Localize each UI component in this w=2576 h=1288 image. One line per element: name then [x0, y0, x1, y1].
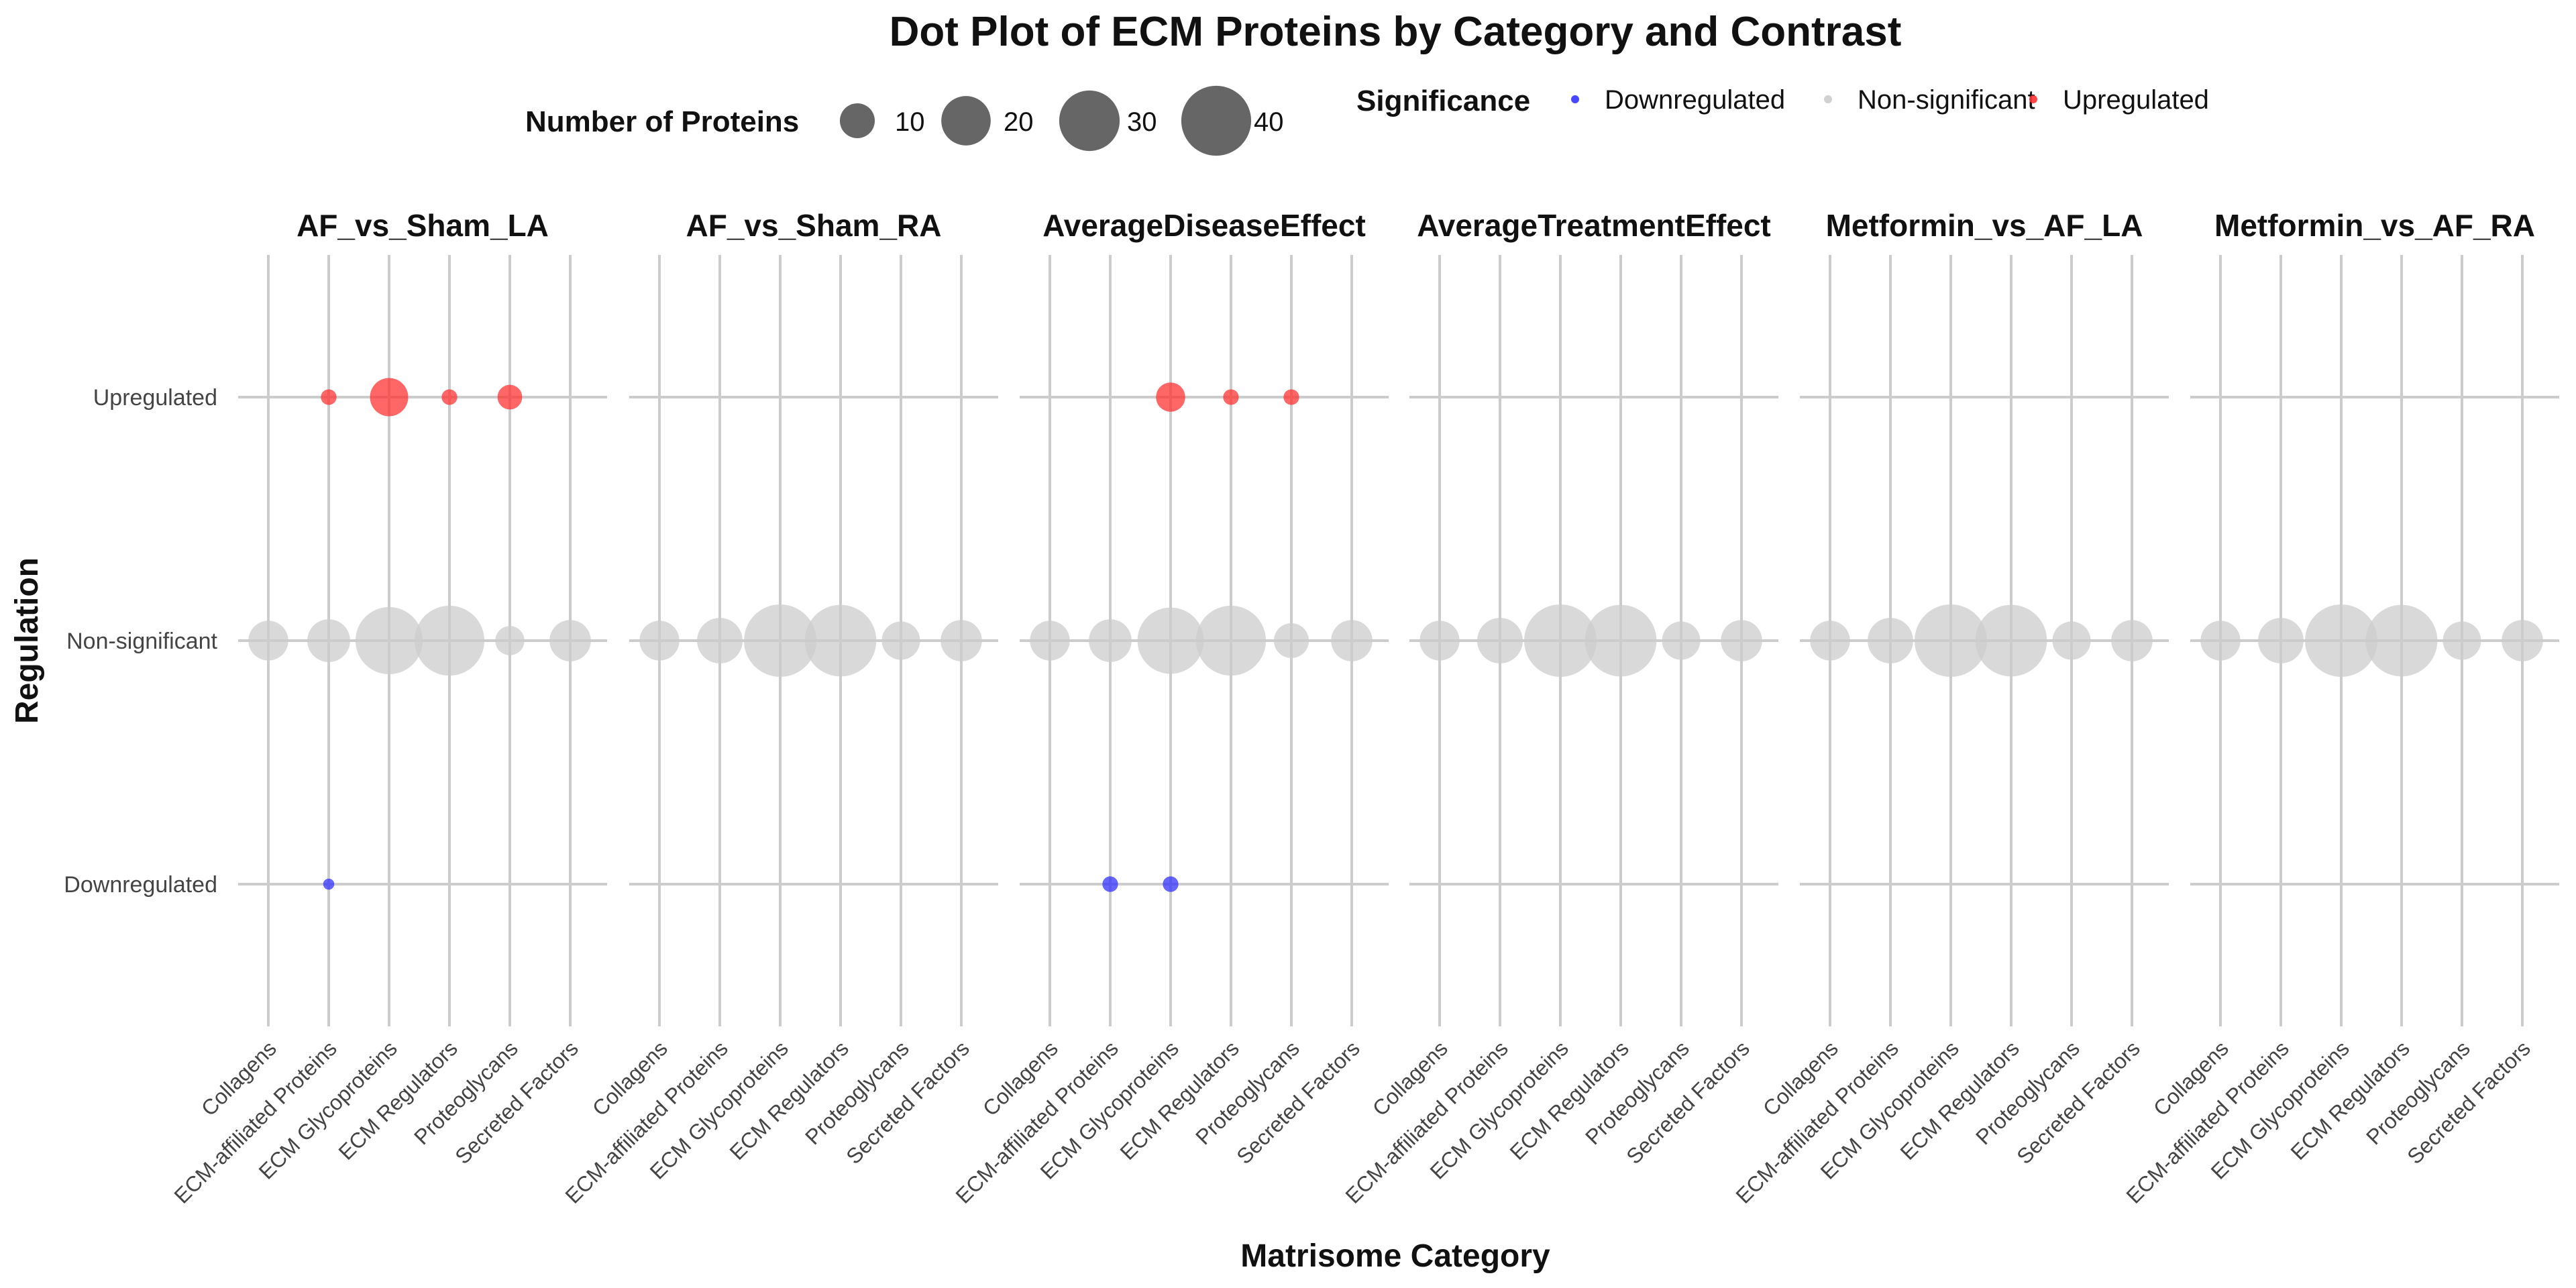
point-metformin-vs-af-ra-ecm-glycoproteins-non-significant: [2305, 604, 2377, 677]
facet-panel-metformin-vs-af-ra: Metformin_vs_AF_RACollagensECM-affiliate…: [2122, 208, 2559, 1208]
facet-title-averagetreatmenteffect: AverageTreatmentEffect: [1417, 208, 1771, 243]
facet-title-af-vs-sham-ra: AF_vs_Sham_RA: [686, 208, 942, 243]
facet-title-averagediseaseeffect: AverageDiseaseEffect: [1042, 208, 1366, 243]
point-averagediseaseeffect-ecm-affiliated-proteins-non-significant: [1089, 619, 1132, 662]
point-averagediseaseeffect-collagens-non-significant: [1030, 621, 1070, 661]
point-af-vs-sham-la-ecm-affiliated-proteins-downregulated: [323, 878, 335, 890]
color-legend: Significance Downregulated Non-significan…: [1356, 85, 2209, 117]
point-metformin-vs-af-ra-ecm-regulators-non-significant: [2365, 604, 2438, 677]
color-legend-title: Significance: [1356, 85, 1530, 117]
point-metformin-vs-af-la-ecm-regulators-non-significant: [1975, 604, 2047, 677]
size-legend-label-10: 10: [895, 107, 925, 137]
facet-panel-metformin-vs-af-la: Metformin_vs_AF_LACollagensECM-affiliate…: [1731, 208, 2169, 1208]
color-legend-key-non-significant: [1824, 95, 1832, 103]
size-legend-key-20: [941, 96, 991, 146]
size-legend: Number of Proteins 10 20 30 40: [525, 85, 1284, 156]
point-averagetreatmenteffect-ecm-glycoproteins-non-significant: [1524, 604, 1597, 677]
size-legend-label-40: 40: [1254, 107, 1284, 137]
point-metformin-vs-af-la-proteoglycans-non-significant: [2052, 621, 2091, 660]
point-af-vs-sham-la-ecm-regulators-non-significant: [414, 605, 485, 676]
point-averagediseaseeffect-ecm-affiliated-proteins-downregulated: [1102, 876, 1118, 892]
facet-title-metformin-vs-af-la: Metformin_vs_AF_LA: [1826, 208, 2143, 243]
facet-panel-averagediseaseeffect: AverageDiseaseEffectCollagensECM-affilia…: [951, 208, 1389, 1208]
point-af-vs-sham-la-ecm-affiliated-proteins-upregulated: [321, 389, 337, 405]
point-af-vs-sham-ra-collagens-non-significant: [639, 621, 680, 661]
color-legend-label-non-significant: Non-significant: [1858, 85, 2035, 115]
x-tick-proteoglycans: Proteoglycans: [2361, 1036, 2475, 1149]
y-tick-non-significant: Non-significant: [66, 629, 217, 654]
color-legend-label-upregulated: Upregulated: [2063, 85, 2209, 115]
point-averagetreatmenteffect-ecm-affiliated-proteins-non-significant: [1477, 618, 1523, 663]
point-af-vs-sham-la-ecm-affiliated-proteins-non-significant: [307, 619, 350, 662]
point-af-vs-sham-la-proteoglycans-upregulated: [497, 384, 523, 410]
point-averagetreatmenteffect-secreted-factors-non-significant: [1721, 620, 1762, 661]
size-legend-key-30: [1059, 90, 1120, 152]
color-legend-key-downregulated: [1571, 95, 1579, 103]
point-af-vs-sham-ra-ecm-affiliated-proteins-non-significant: [697, 618, 743, 663]
x-tick-proteoglycans: Proteoglycans: [409, 1036, 523, 1149]
point-metformin-vs-af-ra-proteoglycans-non-significant: [2443, 621, 2481, 660]
point-metformin-vs-af-ra-collagens-non-significant: [2200, 621, 2241, 661]
x-tick-proteoglycans: Proteoglycans: [1191, 1036, 1304, 1149]
size-legend-key-10: [839, 103, 875, 139]
x-tick-proteoglycans: Proteoglycans: [1580, 1036, 1694, 1149]
x-tick-proteoglycans: Proteoglycans: [1971, 1036, 2084, 1149]
size-legend-key-40: [1181, 85, 1252, 156]
point-averagediseaseeffect-ecm-regulators-upregulated: [1223, 389, 1239, 405]
point-averagetreatmenteffect-collagens-non-significant: [1419, 621, 1460, 661]
y-tick-downregulated: Downregulated: [64, 872, 217, 898]
point-averagediseaseeffect-ecm-glycoproteins-non-significant: [1137, 607, 1204, 674]
point-metformin-vs-af-la-ecm-affiliated-proteins-non-significant: [1868, 618, 1913, 663]
point-af-vs-sham-la-collagens-non-significant: [248, 621, 288, 661]
facet-panel-averagetreatmenteffect: AverageTreatmentEffectCollagensECM-affil…: [1341, 208, 1778, 1208]
point-averagediseaseeffect-proteoglycans-non-significant: [1273, 623, 1309, 659]
point-metformin-vs-af-la-ecm-glycoproteins-non-significant: [1915, 604, 1987, 677]
x-tick-proteoglycans: Proteoglycans: [800, 1036, 914, 1149]
point-averagediseaseeffect-ecm-glycoproteins-downregulated: [1163, 876, 1179, 892]
point-af-vs-sham-la-ecm-regulators-upregulated: [441, 389, 458, 405]
y-tick-upregulated: Upregulated: [93, 385, 217, 411]
x-axis-label: Matrisome Category: [1240, 1238, 1550, 1274]
color-legend-label-downregulated: Downregulated: [1605, 85, 1785, 115]
facet-panels: DownregulatedNon-significantUpregulatedA…: [64, 208, 2559, 1208]
point-averagediseaseeffect-ecm-glycoproteins-upregulated: [1156, 382, 1185, 412]
color-legend-key-upregulated: [2029, 95, 2037, 103]
point-averagediseaseeffect-proteoglycans-upregulated: [1283, 389, 1299, 405]
chart-title: Dot Plot of ECM Proteins by Category and…: [890, 9, 1902, 55]
size-legend-label-20: 20: [1004, 107, 1034, 137]
point-af-vs-sham-ra-proteoglycans-non-significant: [881, 621, 920, 660]
point-af-vs-sham-ra-ecm-regulators-non-significant: [804, 604, 877, 677]
size-legend-title: Number of Proteins: [525, 105, 799, 138]
point-af-vs-sham-la-ecm-glycoproteins-upregulated: [370, 378, 409, 417]
point-averagetreatmenteffect-ecm-regulators-non-significant: [1585, 604, 1657, 677]
point-af-vs-sham-la-proteoglycans-non-significant: [495, 626, 525, 655]
point-metformin-vs-af-ra-ecm-affiliated-proteins-non-significant: [2258, 618, 2304, 663]
point-metformin-vs-af-la-secreted-factors-non-significant: [2111, 620, 2153, 661]
point-af-vs-sham-ra-secreted-factors-non-significant: [941, 620, 982, 661]
y-axis-label: Regulation: [9, 557, 45, 724]
point-metformin-vs-af-la-collagens-non-significant: [1810, 621, 1850, 661]
point-af-vs-sham-la-secreted-factors-non-significant: [549, 620, 591, 661]
point-af-vs-sham-la-ecm-glycoproteins-non-significant: [355, 606, 423, 675]
point-averagediseaseeffect-secreted-factors-non-significant: [1331, 620, 1373, 661]
point-averagediseaseeffect-ecm-regulators-non-significant: [1195, 605, 1267, 676]
point-af-vs-sham-ra-ecm-glycoproteins-non-significant: [744, 604, 816, 677]
size-legend-label-30: 30: [1127, 107, 1157, 137]
point-averagetreatmenteffect-proteoglycans-non-significant: [1662, 621, 1701, 660]
facet-title-metformin-vs-af-ra: Metformin_vs_AF_RA: [2214, 208, 2535, 243]
facet-title-af-vs-sham-la: AF_vs_Sham_LA: [297, 208, 549, 243]
point-metformin-vs-af-ra-secreted-factors-non-significant: [2502, 620, 2543, 661]
